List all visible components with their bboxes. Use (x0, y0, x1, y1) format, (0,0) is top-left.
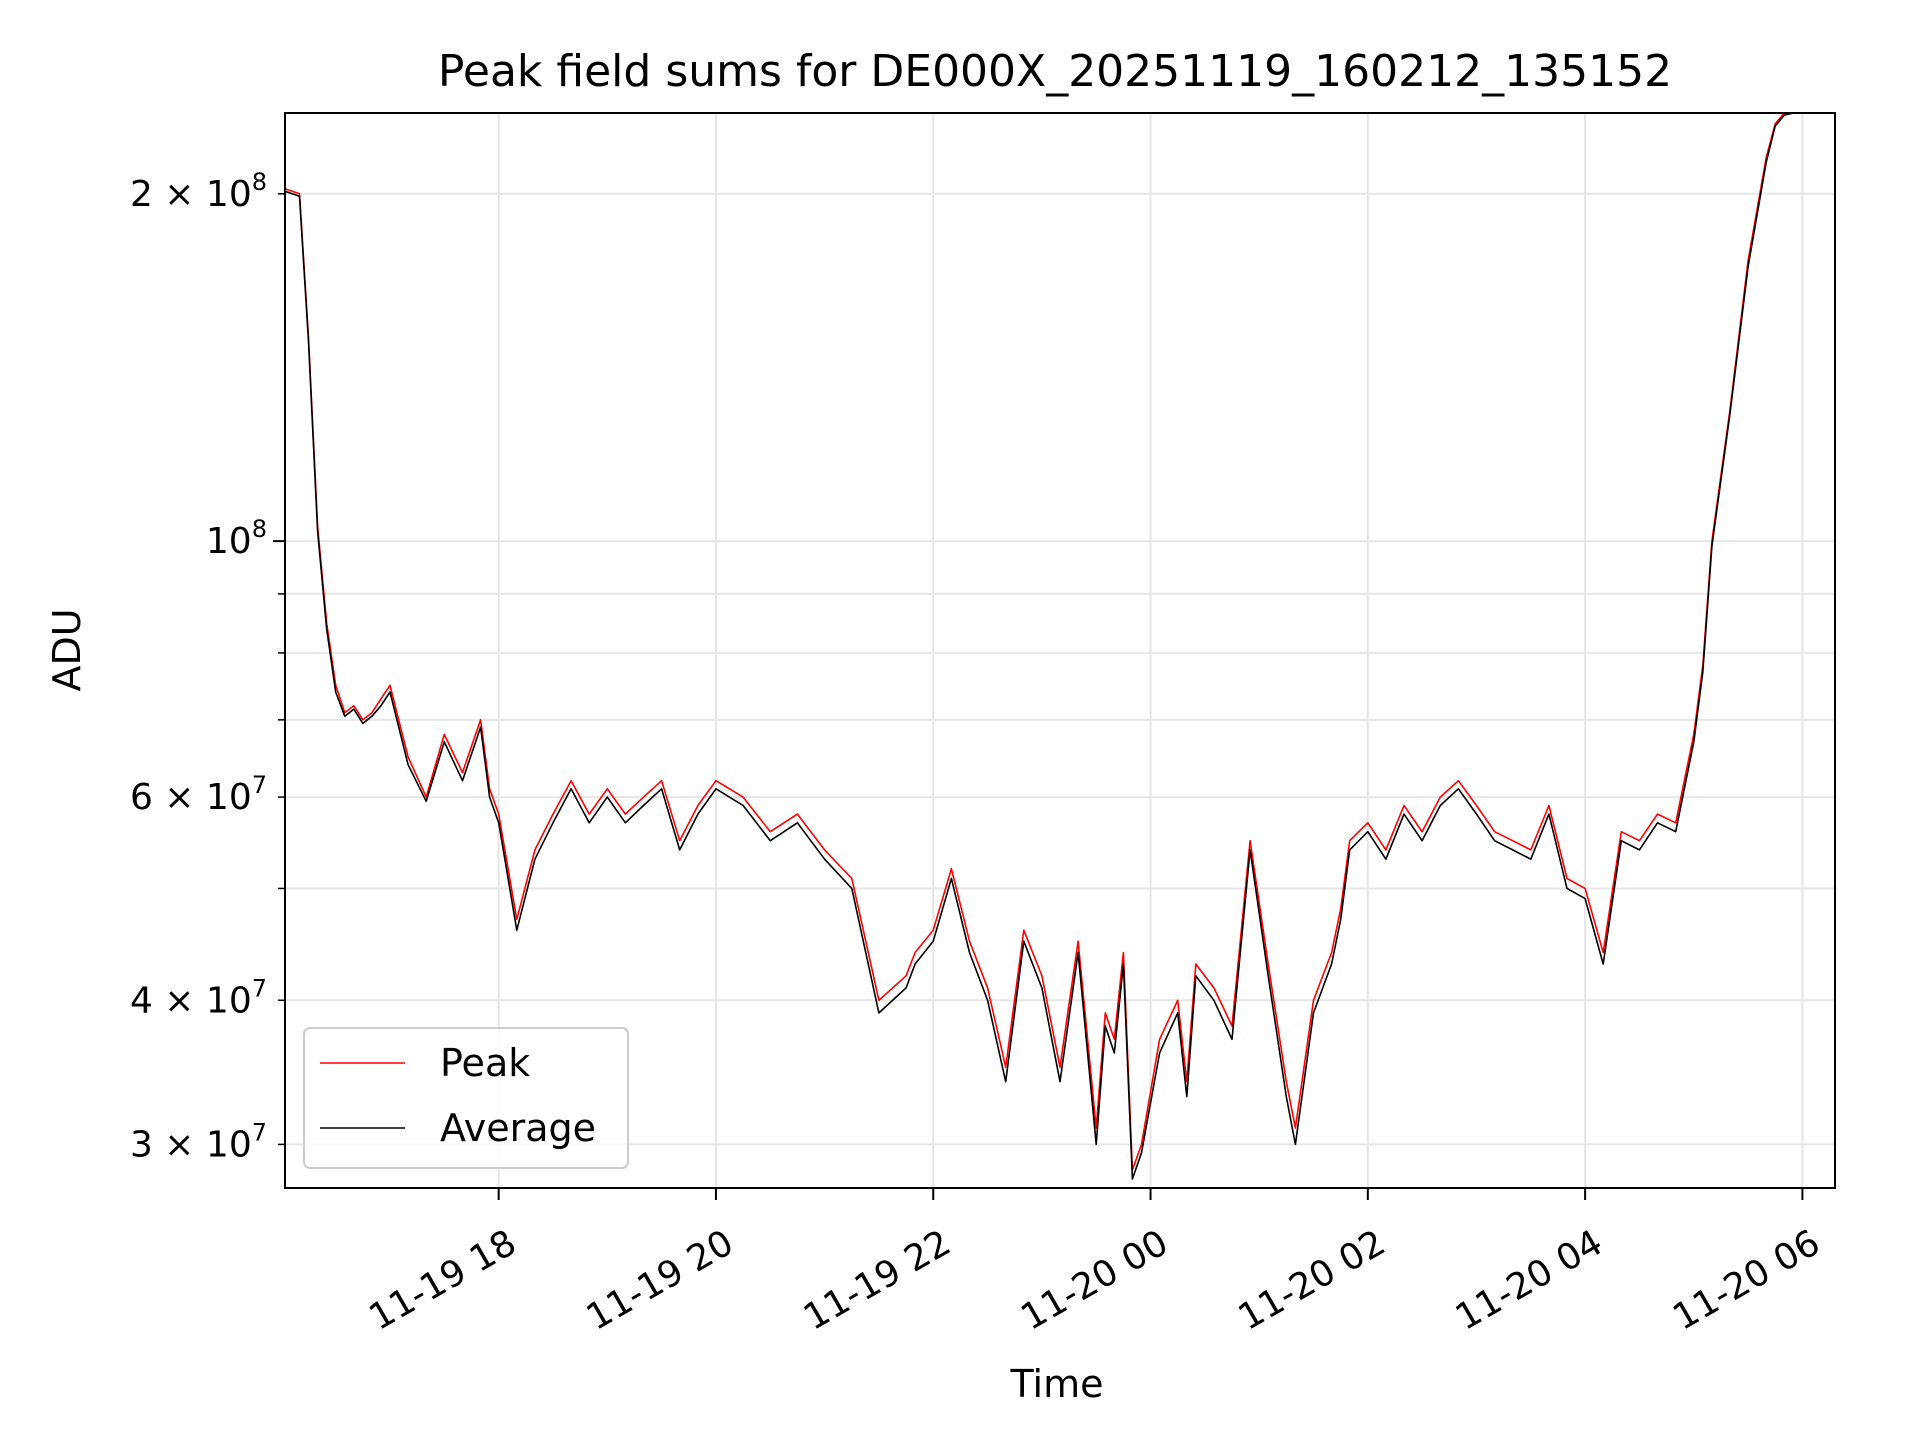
x-axis-label: Time (1010, 1362, 1104, 1406)
series-line-peak (284, 112, 1835, 1171)
series-line-average (284, 112, 1835, 1180)
chart-title: Peak field sums for DE000X_20251119_1602… (438, 46, 1672, 97)
y-tick-label: 6 × 107 (130, 771, 267, 818)
y-tick-label: 4 × 107 (130, 974, 267, 1021)
y-tick-label: 108 (206, 515, 267, 562)
series-layer (284, 112, 1835, 1180)
legend-label-peak: Peak (440, 1041, 530, 1085)
legend: Peak Average (303, 1027, 629, 1169)
y-tick-label: 2 × 108 (130, 168, 267, 215)
plot-frame (284, 112, 1836, 1189)
legend-label-average: Average (440, 1106, 596, 1150)
y-tick-label: 3 × 107 (130, 1118, 267, 1165)
y-axis-label: ADU (45, 608, 89, 691)
